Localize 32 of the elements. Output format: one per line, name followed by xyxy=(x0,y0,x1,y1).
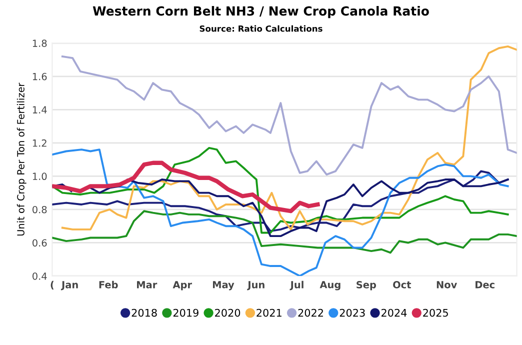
y-axis-title: Unit of Crop Per Ton of Fertilizer xyxy=(16,82,26,236)
legend-label: 2019 xyxy=(173,308,198,317)
x-tick-label: Aug xyxy=(320,281,340,290)
x-tick-label: Feb xyxy=(99,280,118,288)
legend-label: 2020 xyxy=(215,308,240,317)
x-tick-label: Apr xyxy=(172,281,192,290)
y-tick-label: 1.0 xyxy=(32,172,47,180)
x-tick-label: Nov xyxy=(436,281,458,288)
x-tick-label: May xyxy=(212,281,234,290)
y-tick-label: 0.8 xyxy=(32,206,47,214)
legend-label: 2018 xyxy=(132,308,157,317)
x-tick-label: Oct xyxy=(393,281,412,288)
x-tick-label: Jul xyxy=(290,280,304,290)
legend-label: 2024 xyxy=(382,308,407,317)
x-tick-label: ( xyxy=(50,280,54,290)
x-tick-label: Dec xyxy=(476,281,494,288)
y-tick-label: 1.4 xyxy=(32,106,47,114)
chart-subtitle: Source: Ratio Calculations xyxy=(200,25,322,32)
legend-label: 2021 xyxy=(256,308,282,317)
legend-label: 2025 xyxy=(423,308,448,317)
x-tick-label: Jan xyxy=(60,281,78,290)
x-tick-label: Sep xyxy=(356,281,376,290)
legend-label: 2022 xyxy=(298,308,323,317)
y-tick-label: 1.6 xyxy=(32,72,47,80)
chart-title: Western Corn Belt NH3 / New Crop Canola Ratio xyxy=(92,6,429,18)
y-tick-label: 0.4 xyxy=(32,272,47,280)
legend-label: 2023 xyxy=(340,308,365,317)
x-tick-label: Mar xyxy=(137,281,158,288)
y-tick-label: 1.2 xyxy=(32,139,46,147)
y-tick-label: 1.8 xyxy=(32,40,47,47)
y-tick-label: 0.6 xyxy=(32,239,47,247)
x-tick-label: Jun xyxy=(247,281,264,290)
